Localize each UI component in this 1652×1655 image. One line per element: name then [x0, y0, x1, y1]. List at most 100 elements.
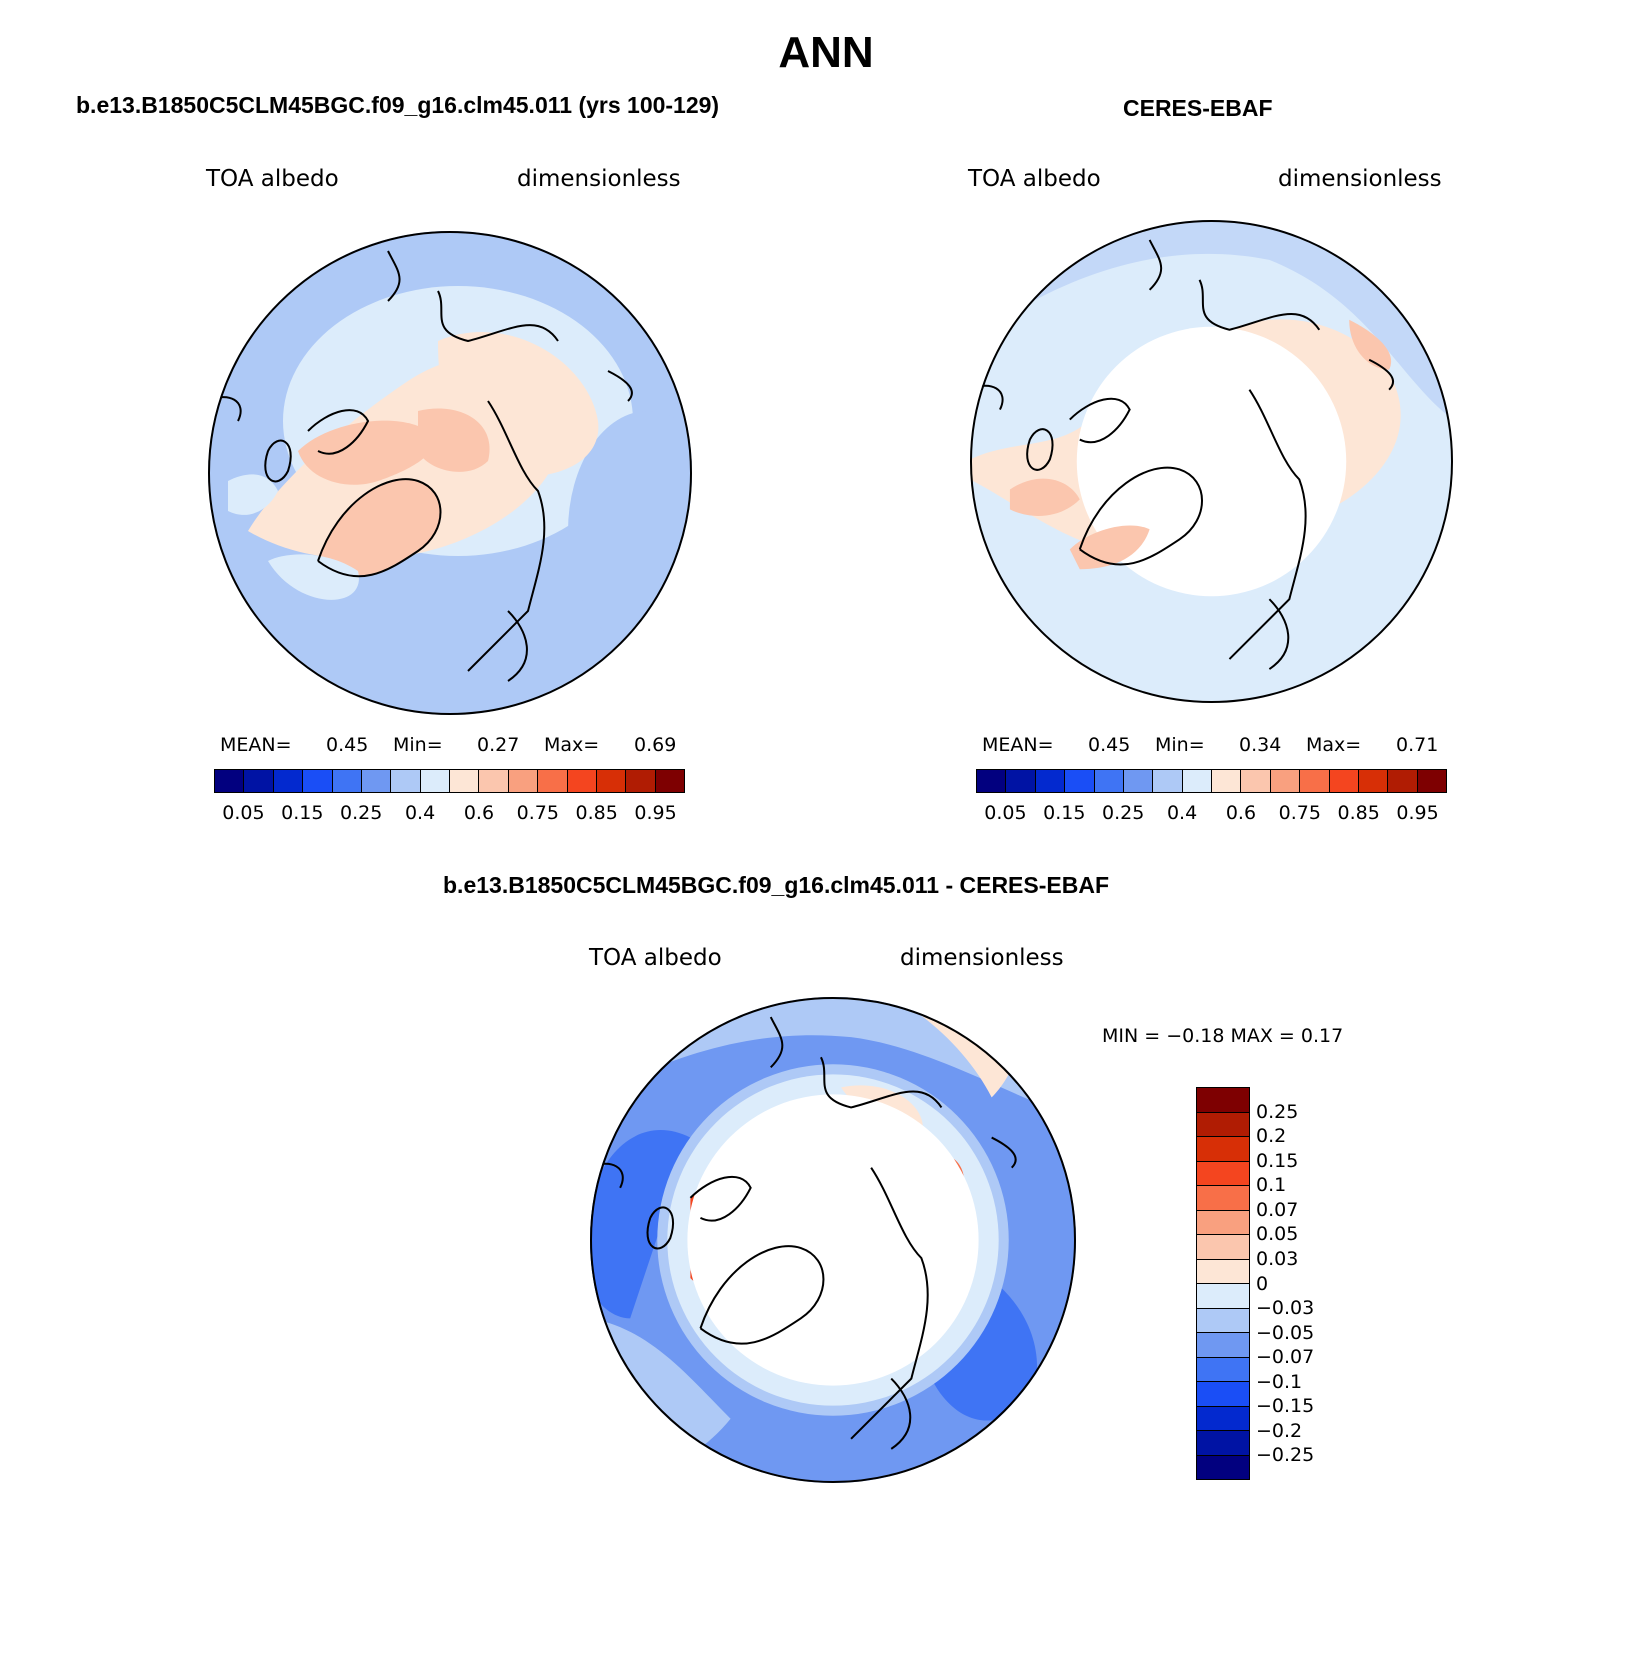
obs-units-label: dimensionless	[1278, 166, 1442, 192]
figure-title: ANN	[778, 28, 874, 77]
diff-colorbar-swatch	[1197, 1382, 1249, 1407]
obs-colorbar-swatch	[977, 770, 1007, 792]
diff-colorbar-tick-label: −0.15	[1256, 1395, 1315, 1418]
model-polar-map	[208, 231, 692, 715]
model-colorbar-ticks: 0.05 0.15 0.25 0.4 0.6 0.75 0.85 0.95	[214, 802, 685, 826]
diff-colorbar-tick-label: 0.07	[1256, 1198, 1299, 1221]
diff-colorbar-tick-label: −0.07	[1256, 1346, 1315, 1369]
model-colorbar-swatch	[655, 770, 684, 792]
diff-colorbar-ticks: 0.25 0.2 0.15 0.1 0.07 0.05 0.03 0 −0.03 −0.05 −0.…	[1256, 1087, 1366, 1480]
diff-colorbar-swatch	[1197, 1235, 1249, 1260]
diff-colorbar-tick-label: −0.1	[1256, 1370, 1303, 1393]
diff-colorbar-swatch	[1197, 1112, 1249, 1137]
model-colorbar-tick-label: 0.6	[463, 802, 495, 824]
model-colorbar-swatch	[303, 770, 333, 792]
diff-colorbar-tick-label: 0.05	[1256, 1223, 1299, 1246]
model-colorbar	[214, 769, 685, 793]
model-colorbar-tick-label: 0.05	[222, 802, 265, 824]
diff-polar-map	[590, 997, 1076, 1483]
obs-colorbar-swatch	[1123, 770, 1154, 792]
diff-colorbar-swatch	[1197, 1088, 1249, 1113]
obs-colorbar-tick-label: 0.85	[1337, 802, 1380, 824]
obs-colorbar-tick-label: 0.15	[1043, 802, 1086, 824]
obs-colorbar-swatch	[1417, 770, 1446, 792]
model-colorbar-tick-label: 0.25	[340, 802, 383, 824]
model-colorbar-swatch	[244, 770, 274, 792]
model-units-label: dimensionless	[517, 166, 681, 192]
diff-colorbar-swatch	[1197, 1333, 1249, 1358]
obs-colorbar-tick-label: 0.4	[1166, 802, 1198, 824]
diff-colorbar-swatch	[1197, 1137, 1249, 1162]
model-colorbar-tick-label: 0.4	[404, 802, 436, 824]
diff-colorbar-tick-label: −0.05	[1256, 1321, 1315, 1344]
obs-variable-label: TOA albedo	[968, 166, 1101, 192]
model-panel-title: b.e13.B1850C5CLM45BGC.f09_g16.clm45.011 …	[76, 92, 720, 118]
obs-colorbar-swatch	[1212, 770, 1242, 792]
obs-colorbar-swatch	[1182, 770, 1212, 792]
model-colorbar-swatch	[538, 770, 568, 792]
model-colorbar-swatch	[420, 770, 450, 792]
model-mean-label: MEAN=	[220, 734, 292, 756]
obs-colorbar-tick-label: 0.6	[1225, 802, 1257, 824]
model-colorbar-tick-label: 0.75	[516, 802, 559, 824]
obs-min-value: 0.34	[1239, 734, 1282, 756]
diff-colorbar	[1196, 1087, 1250, 1480]
diff-variable-label: TOA albedo	[589, 945, 722, 971]
obs-max-label: Max=	[1306, 734, 1362, 756]
diff-colorbar-tick-label: 0.25	[1256, 1100, 1299, 1123]
obs-colorbar	[976, 769, 1447, 793]
obs-colorbar-swatch	[1035, 770, 1066, 792]
obs-mean-value: 0.45	[1088, 734, 1131, 756]
obs-max-value: 0.71	[1396, 734, 1439, 756]
model-colorbar-tick-label: 0.15	[281, 802, 324, 824]
model-colorbar-tick-label: 0.95	[634, 802, 677, 824]
diff-minmax-text: MIN = −0.18 MAX = 0.17	[1102, 1025, 1344, 1047]
obs-colorbar-swatch	[1065, 770, 1095, 792]
diff-colorbar-swatch	[1197, 1284, 1249, 1309]
model-colorbar-swatch	[479, 770, 509, 792]
model-colorbar-swatch	[567, 770, 597, 792]
diff-colorbar-swatch	[1197, 1161, 1249, 1186]
obs-colorbar-tick-label: 0.05	[984, 802, 1027, 824]
model-colorbar-swatch	[508, 770, 539, 792]
diff-colorbar-tick-label: 0.1	[1256, 1174, 1287, 1197]
diff-colorbar-swatch	[1197, 1186, 1249, 1211]
model-variable-label: TOA albedo	[206, 166, 339, 192]
diff-units-label: dimensionless	[900, 945, 1064, 971]
diff-colorbar-tick-label: 0.03	[1256, 1247, 1299, 1270]
obs-colorbar-swatch	[1358, 770, 1389, 792]
obs-colorbar-swatch	[1153, 770, 1183, 792]
model-max-value: 0.69	[634, 734, 677, 756]
diff-colorbar-tick-label: 0.2	[1256, 1125, 1287, 1148]
model-colorbar-swatch	[332, 770, 362, 792]
diff-colorbar-tick-label: −0.03	[1256, 1297, 1315, 1320]
obs-polar-map	[970, 220, 1453, 703]
obs-panel-title: CERES-EBAF	[1123, 95, 1273, 121]
obs-colorbar-swatch	[1329, 770, 1359, 792]
obs-colorbar-swatch	[1094, 770, 1124, 792]
obs-colorbar-tick-label: 0.25	[1102, 802, 1145, 824]
diff-colorbar-swatch	[1197, 1431, 1249, 1456]
model-max-label: Max=	[544, 734, 600, 756]
diff-colorbar-swatch	[1197, 1406, 1249, 1431]
diff-colorbar-swatch	[1197, 1357, 1249, 1382]
model-colorbar-swatch	[215, 770, 245, 792]
model-colorbar-tick-label: 0.85	[575, 802, 618, 824]
obs-colorbar-swatch	[1270, 770, 1301, 792]
obs-colorbar-swatch	[1241, 770, 1271, 792]
diff-panel-title: b.e13.B1850C5CLM45BGC.f09_g16.clm45.011 …	[443, 872, 1110, 898]
diff-colorbar-swatch	[1197, 1308, 1249, 1333]
diff-colorbar-tick-label: 0.15	[1256, 1149, 1299, 1172]
model-colorbar-swatch	[596, 770, 627, 792]
model-colorbar-swatch	[273, 770, 304, 792]
obs-colorbar-tick-label: 0.95	[1396, 802, 1439, 824]
obs-mean-label: MEAN=	[982, 734, 1054, 756]
diff-colorbar-swatch	[1197, 1210, 1249, 1235]
obs-colorbar-swatch	[1006, 770, 1036, 792]
diff-colorbar-tick-label: 0	[1256, 1272, 1269, 1295]
diff-colorbar-tick-label: −0.25	[1256, 1444, 1315, 1467]
model-colorbar-swatch	[450, 770, 480, 792]
obs-colorbar-swatch	[1300, 770, 1330, 792]
model-min-value: 0.27	[477, 734, 520, 756]
obs-colorbar-tick-label: 0.75	[1278, 802, 1321, 824]
